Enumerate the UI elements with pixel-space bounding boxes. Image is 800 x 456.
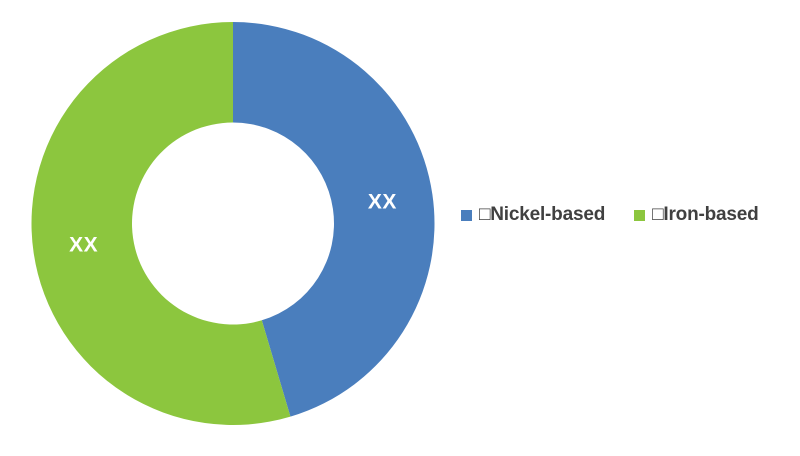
legend: □Nickel-based □Iron-based <box>461 203 759 227</box>
legend-item-iron-based: □Iron-based <box>634 203 759 227</box>
legend-swatch-nickel-based <box>461 209 472 221</box>
segment-data-label-iron-based: XX <box>69 234 98 257</box>
legend-item-nickel-based: □Nickel-based <box>461 203 605 227</box>
legend-swatch-iron-based <box>634 209 646 221</box>
segment-data-label-nickel-based: XX <box>368 190 397 213</box>
legend-label-nickel-based: □Nickel-based <box>479 204 606 225</box>
donut-chart: XX XX <box>31 22 435 425</box>
donut-segment-nickel-based <box>233 22 435 417</box>
donut-segment-iron-based <box>31 22 291 425</box>
legend-label-iron-based: □Iron-based <box>652 204 759 225</box>
